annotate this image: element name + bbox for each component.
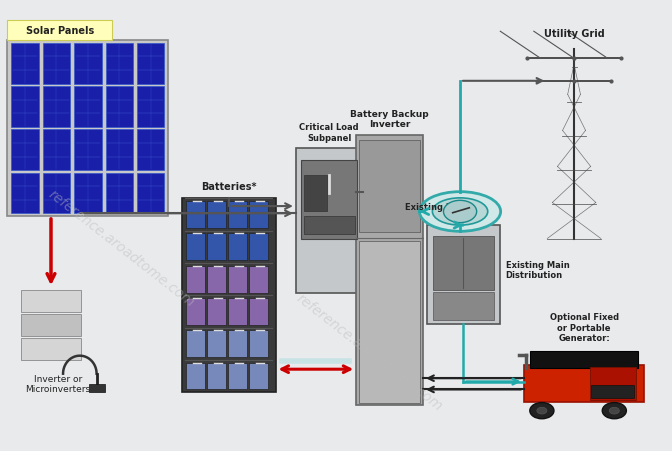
Bar	[228, 202, 247, 229]
Bar	[523, 365, 644, 402]
Bar	[43, 173, 70, 214]
Bar	[11, 130, 39, 170]
Circle shape	[537, 407, 547, 414]
Bar	[186, 363, 205, 390]
Bar	[186, 299, 205, 325]
Bar	[208, 363, 226, 390]
Bar	[427, 226, 500, 324]
Bar	[249, 202, 267, 229]
Bar	[249, 266, 267, 293]
Bar	[249, 234, 267, 261]
Bar	[11, 87, 39, 128]
Text: Existing Main
Distribution: Existing Main Distribution	[505, 260, 569, 280]
Bar	[360, 141, 420, 233]
Bar	[249, 363, 267, 390]
Bar	[106, 44, 133, 84]
Bar	[208, 234, 226, 261]
Bar	[249, 331, 267, 357]
Bar	[304, 216, 355, 235]
Bar	[208, 299, 226, 325]
Text: reference.aroadtome.com: reference.aroadtome.com	[46, 187, 197, 309]
Bar	[74, 130, 101, 170]
Bar	[43, 44, 70, 84]
Bar	[360, 241, 420, 403]
Bar	[208, 266, 226, 293]
Bar	[181, 198, 276, 392]
Bar	[7, 21, 112, 41]
Bar	[74, 87, 101, 128]
Bar	[186, 234, 205, 261]
Bar	[433, 236, 494, 291]
Circle shape	[602, 403, 626, 419]
Bar	[21, 291, 81, 313]
Bar	[356, 136, 423, 405]
Text: Battery Backup
Inverter: Battery Backup Inverter	[350, 110, 429, 129]
Text: Utility Grid: Utility Grid	[544, 29, 604, 39]
Text: Inverter or
Microinverters: Inverter or Microinverters	[25, 374, 90, 393]
Bar	[301, 160, 358, 239]
Text: Existing Meter: Existing Meter	[405, 202, 474, 212]
Ellipse shape	[432, 198, 488, 226]
Bar	[89, 384, 105, 392]
Bar	[43, 130, 70, 170]
Bar	[106, 130, 133, 170]
Bar	[186, 266, 205, 293]
Bar	[21, 339, 81, 360]
Bar	[137, 173, 165, 214]
Bar	[43, 87, 70, 128]
Bar	[296, 149, 363, 293]
Bar	[186, 202, 205, 229]
Circle shape	[610, 407, 620, 414]
Bar	[106, 87, 133, 128]
Bar	[228, 331, 247, 357]
Bar	[21, 315, 81, 336]
Bar	[228, 363, 247, 390]
Text: Batteries*: Batteries*	[201, 182, 257, 192]
Bar	[208, 202, 226, 229]
Bar	[7, 41, 169, 216]
Bar	[249, 299, 267, 325]
Text: Critical Load
Subpanel: Critical Load Subpanel	[300, 123, 359, 143]
Bar	[433, 292, 494, 320]
Bar	[74, 173, 101, 214]
Bar	[186, 331, 205, 357]
Text: Solar Panels: Solar Panels	[26, 26, 94, 36]
Text: Optional Fixed
or Portable
Generator:: Optional Fixed or Portable Generator:	[550, 313, 619, 342]
Circle shape	[444, 201, 476, 223]
Bar	[530, 351, 638, 368]
Text: reference.aroadtome.com: reference.aroadtome.com	[294, 290, 446, 413]
Bar	[304, 176, 327, 212]
Bar	[591, 385, 634, 399]
Bar	[106, 173, 133, 214]
Bar	[11, 44, 39, 84]
Bar	[74, 44, 101, 84]
Bar	[228, 234, 247, 261]
Bar	[228, 266, 247, 293]
Bar	[208, 331, 226, 357]
Circle shape	[530, 403, 554, 419]
Bar	[590, 368, 636, 400]
Bar	[11, 173, 39, 214]
Bar	[137, 130, 165, 170]
Bar	[137, 44, 165, 84]
Bar	[228, 299, 247, 325]
Ellipse shape	[419, 192, 501, 232]
Bar	[137, 87, 165, 128]
